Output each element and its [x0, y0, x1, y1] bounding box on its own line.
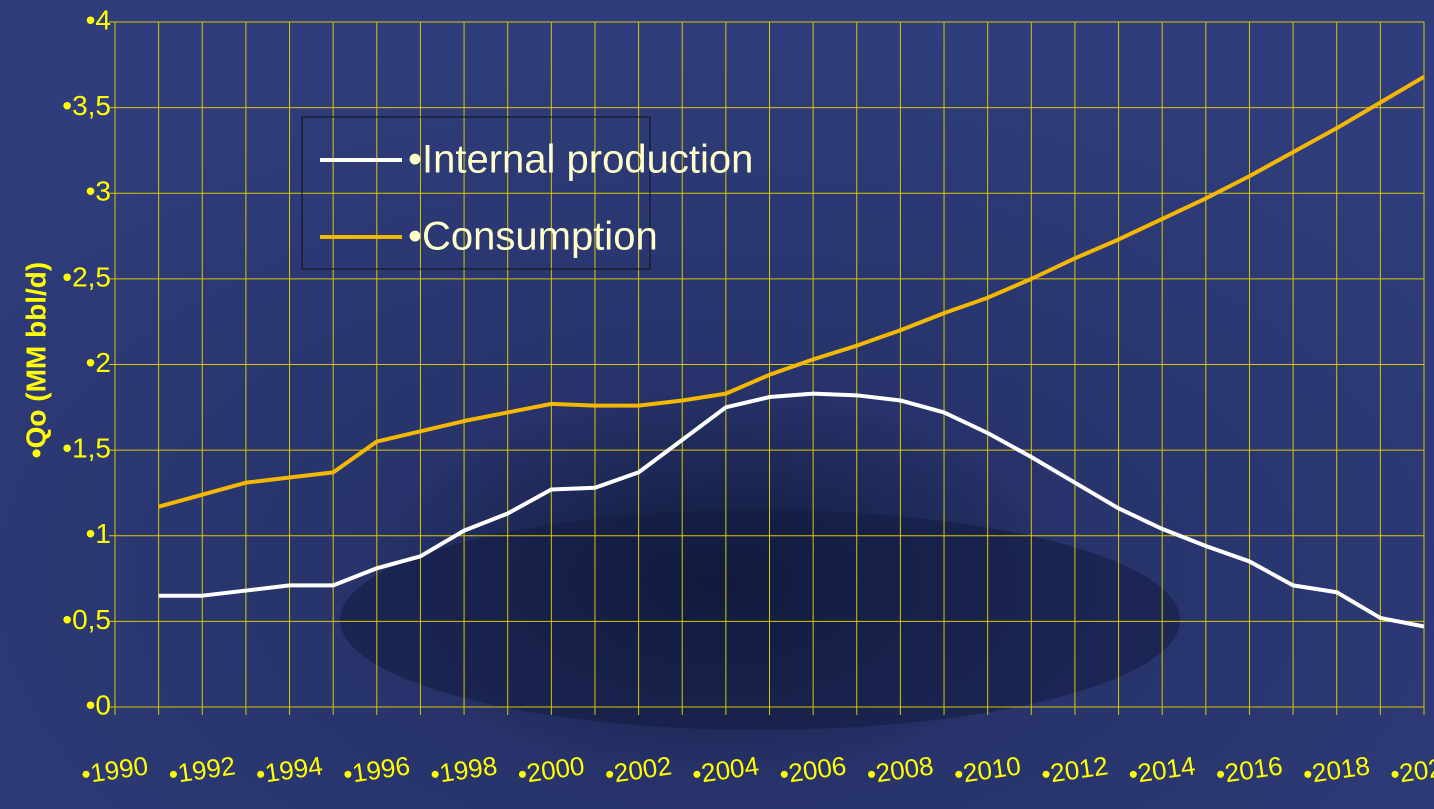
y-tick-label: •3,5 — [62, 90, 111, 121]
y-tick-label: •2,5 — [62, 261, 111, 292]
series-line — [158, 391, 1425, 629]
legend-label: •Internal production — [408, 138, 753, 182]
y-tick-label: •2 — [86, 347, 111, 378]
series-line — [158, 75, 1426, 509]
y-axis-label: •Qo (MM bbl/d) — [20, 262, 51, 458]
legend-label: •Consumption — [408, 215, 658, 259]
y-tick-label: •4 — [86, 4, 111, 35]
backdrop-shape — [340, 510, 1180, 730]
y-tick-label: •0,5 — [62, 604, 111, 635]
legend: •Internal production •Consumption — [301, 116, 753, 270]
legend-box — [301, 116, 651, 270]
y-tick-label: •1 — [86, 518, 111, 549]
y-tick-label: •3 — [86, 176, 111, 207]
y-tick-label: •0 — [86, 689, 111, 720]
y-tick-label: •1,5 — [62, 433, 111, 464]
